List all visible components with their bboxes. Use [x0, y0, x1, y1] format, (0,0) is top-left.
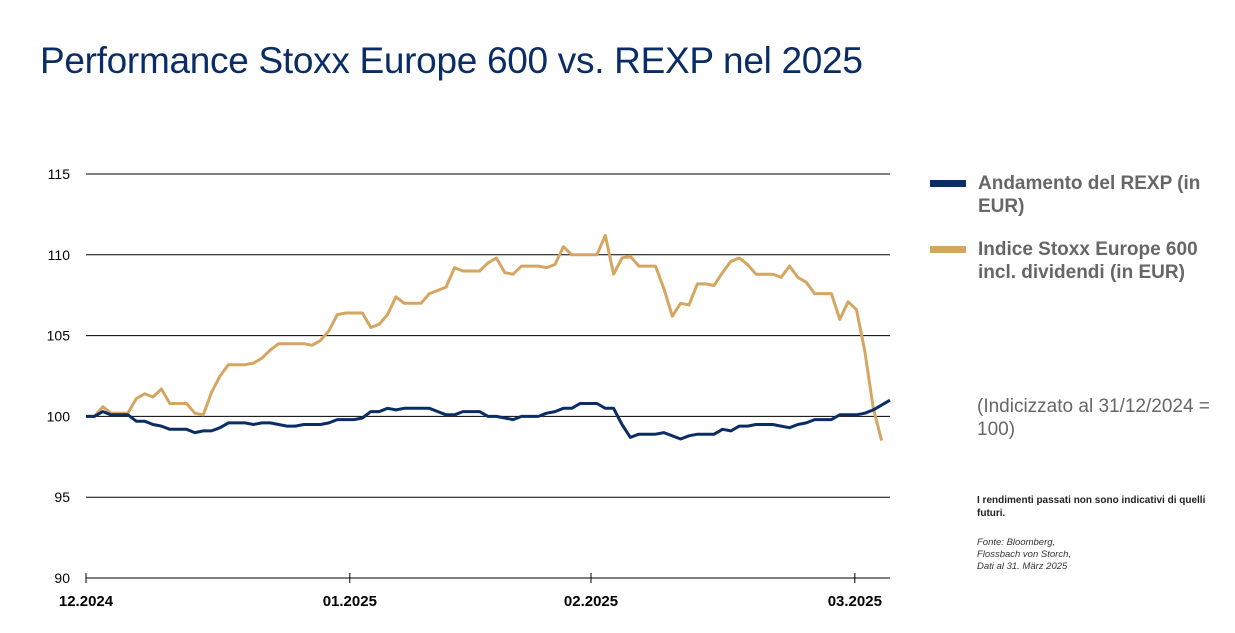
grid-lines: [86, 173, 890, 498]
x-tick-label: 01.2025: [323, 593, 377, 610]
series-lines: [86, 233, 891, 441]
legend-item-stoxx: Indice Stoxx Europe 600 incl. dividendi …: [930, 238, 1210, 284]
legend-swatch-stoxx: [930, 246, 966, 253]
y-axis-ticks: 90 95 100 105 110 115: [47, 166, 71, 586]
source-line-3: Dati al 31. März 2025: [977, 561, 1068, 572]
series-line-rexp: [86, 398, 891, 441]
chart-title: Performance Stoxx Europe 600 vs. REXP ne…: [40, 40, 863, 81]
x-tick-label: 02.2025: [564, 593, 618, 610]
y-tick-label: 115: [48, 166, 71, 182]
series-line-stoxx: [86, 233, 884, 441]
source-note: Fonte: Bloomberg, Flossbach von Storch, …: [977, 537, 1177, 573]
source-line-1: Fonte: Bloomberg,: [977, 537, 1056, 548]
disclaimer: I rendimenti passati non sono indicativi…: [977, 495, 1206, 519]
y-tick-label: 100: [47, 408, 71, 424]
legend-label-stoxx: Indice Stoxx Europe 600 incl. dividendi …: [978, 239, 1198, 283]
legend-label-rexp: Andamento del REXP (in EUR): [978, 173, 1201, 217]
x-axis: 12.2024 01.2025 02.2025 03.2025: [59, 573, 890, 610]
legend-item-rexp: Andamento del REXP (in EUR): [930, 172, 1210, 218]
index-note: (Indicizzato al 31/12/2024 = 100): [977, 396, 1210, 440]
y-tick-label: 110: [48, 247, 71, 263]
legend-swatch-rexp: [930, 180, 966, 187]
source-line-2: Flossbach von Storch,: [977, 549, 1071, 560]
x-tick-label: 03.2025: [828, 593, 882, 610]
y-tick-label: 105: [47, 328, 71, 344]
y-tick-label: 95: [54, 489, 70, 505]
y-tick-label: 90: [54, 570, 70, 586]
x-tick-label: 12.2024: [59, 593, 114, 610]
